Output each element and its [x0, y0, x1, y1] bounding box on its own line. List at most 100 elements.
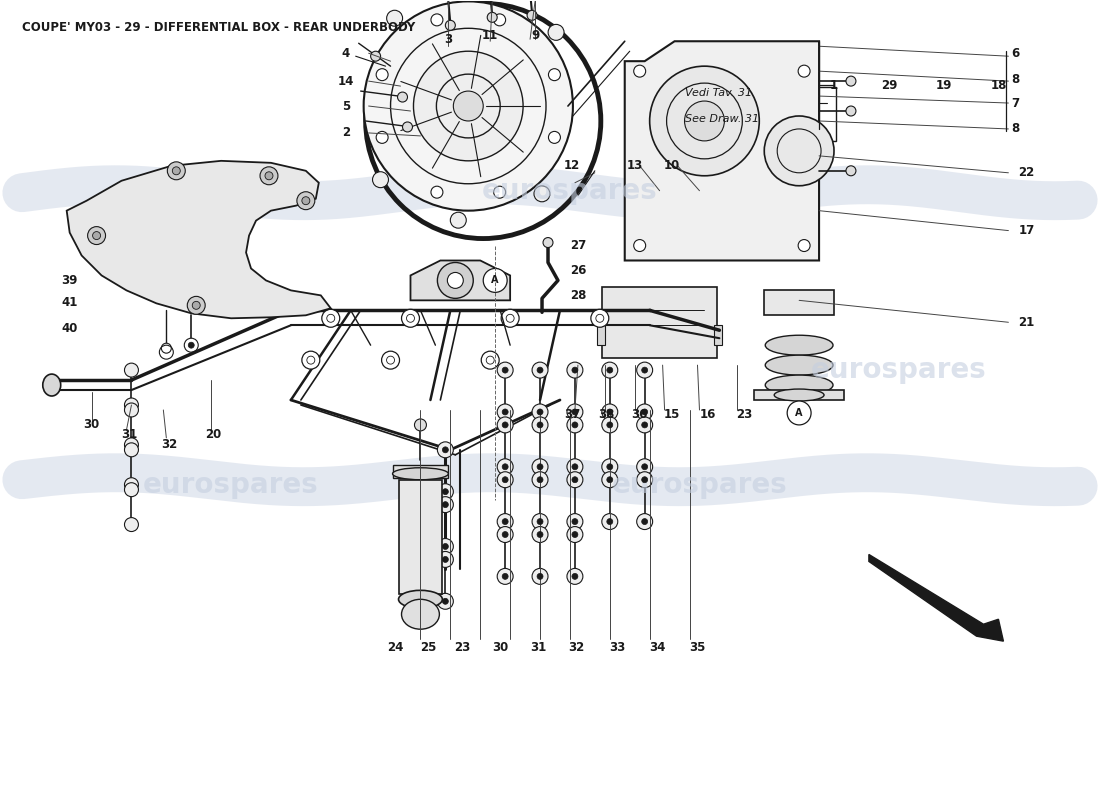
Circle shape: [124, 403, 139, 417]
Circle shape: [566, 417, 583, 433]
Circle shape: [799, 65, 810, 77]
Text: eurospares: eurospares: [482, 177, 658, 205]
Circle shape: [637, 472, 652, 488]
Circle shape: [566, 514, 583, 530]
Text: 14: 14: [338, 74, 354, 88]
Text: 7: 7: [1011, 97, 1020, 110]
Circle shape: [497, 526, 513, 542]
Circle shape: [371, 51, 381, 61]
Circle shape: [442, 557, 449, 562]
Circle shape: [572, 367, 578, 373]
Circle shape: [548, 24, 564, 40]
Text: 26: 26: [570, 264, 586, 277]
Circle shape: [764, 116, 834, 186]
Circle shape: [607, 422, 613, 428]
Text: 18: 18: [990, 78, 1006, 91]
Circle shape: [607, 409, 613, 415]
Circle shape: [637, 458, 652, 474]
Circle shape: [641, 422, 648, 428]
Text: 12: 12: [564, 159, 580, 172]
Text: 2: 2: [342, 126, 350, 139]
Text: 20: 20: [205, 428, 221, 442]
Circle shape: [483, 269, 507, 292]
Circle shape: [532, 526, 548, 542]
Polygon shape: [393, 465, 449, 478]
Circle shape: [188, 342, 195, 348]
Circle shape: [438, 594, 453, 610]
Circle shape: [532, 569, 548, 584]
Circle shape: [641, 477, 648, 482]
FancyBboxPatch shape: [642, 149, 746, 222]
Circle shape: [503, 518, 508, 525]
Text: eurospares: eurospares: [612, 470, 788, 498]
Circle shape: [414, 51, 524, 161]
Circle shape: [607, 367, 613, 373]
Circle shape: [442, 543, 449, 550]
Circle shape: [637, 417, 652, 433]
Text: 34: 34: [649, 641, 666, 654]
Circle shape: [442, 502, 449, 508]
Text: 4: 4: [342, 46, 350, 60]
Text: 38: 38: [598, 409, 615, 422]
Text: 3: 3: [444, 33, 452, 46]
Text: 17: 17: [1019, 224, 1034, 237]
Circle shape: [602, 514, 618, 530]
Circle shape: [124, 478, 139, 492]
Circle shape: [503, 422, 508, 428]
Circle shape: [532, 472, 548, 488]
Circle shape: [607, 464, 613, 470]
Circle shape: [438, 497, 453, 513]
Text: 32: 32: [568, 641, 584, 654]
Text: 22: 22: [1019, 166, 1034, 179]
Text: 8: 8: [1011, 73, 1020, 86]
Ellipse shape: [766, 335, 833, 355]
Circle shape: [846, 106, 856, 116]
Circle shape: [497, 569, 513, 584]
Polygon shape: [410, 261, 510, 300]
Circle shape: [431, 14, 443, 26]
Circle shape: [549, 69, 560, 81]
Circle shape: [402, 310, 419, 327]
Text: eurospares: eurospares: [811, 356, 987, 384]
Text: 21: 21: [1019, 316, 1034, 329]
Circle shape: [537, 367, 543, 373]
Circle shape: [503, 409, 508, 415]
Circle shape: [438, 262, 473, 298]
Circle shape: [376, 131, 388, 143]
Polygon shape: [714, 326, 723, 345]
Circle shape: [572, 574, 578, 579]
Polygon shape: [597, 326, 605, 345]
Text: 8: 8: [1011, 122, 1020, 135]
Text: A: A: [492, 275, 499, 286]
Text: 9: 9: [531, 29, 539, 42]
FancyBboxPatch shape: [678, 87, 836, 141]
Circle shape: [124, 363, 139, 377]
Circle shape: [442, 489, 449, 494]
Circle shape: [497, 458, 513, 474]
Circle shape: [634, 65, 646, 77]
Circle shape: [532, 362, 548, 378]
Circle shape: [373, 172, 388, 188]
Circle shape: [497, 472, 513, 488]
Text: 25: 25: [420, 641, 437, 654]
Circle shape: [494, 186, 506, 198]
Circle shape: [450, 212, 466, 228]
Circle shape: [566, 458, 583, 474]
Circle shape: [382, 351, 399, 369]
Circle shape: [88, 226, 106, 245]
Text: 37: 37: [564, 409, 580, 422]
Circle shape: [607, 477, 613, 482]
Circle shape: [173, 167, 180, 174]
Circle shape: [415, 419, 427, 431]
Text: 35: 35: [690, 641, 706, 654]
Text: 23: 23: [736, 409, 752, 422]
Text: eurospares: eurospares: [143, 470, 319, 498]
Circle shape: [572, 464, 578, 470]
Text: eurospares: eurospares: [143, 177, 319, 205]
Polygon shape: [625, 42, 820, 261]
Circle shape: [376, 69, 388, 81]
Circle shape: [634, 239, 646, 251]
Text: 19: 19: [935, 78, 952, 91]
Text: 29: 29: [881, 78, 896, 91]
Circle shape: [537, 518, 543, 525]
